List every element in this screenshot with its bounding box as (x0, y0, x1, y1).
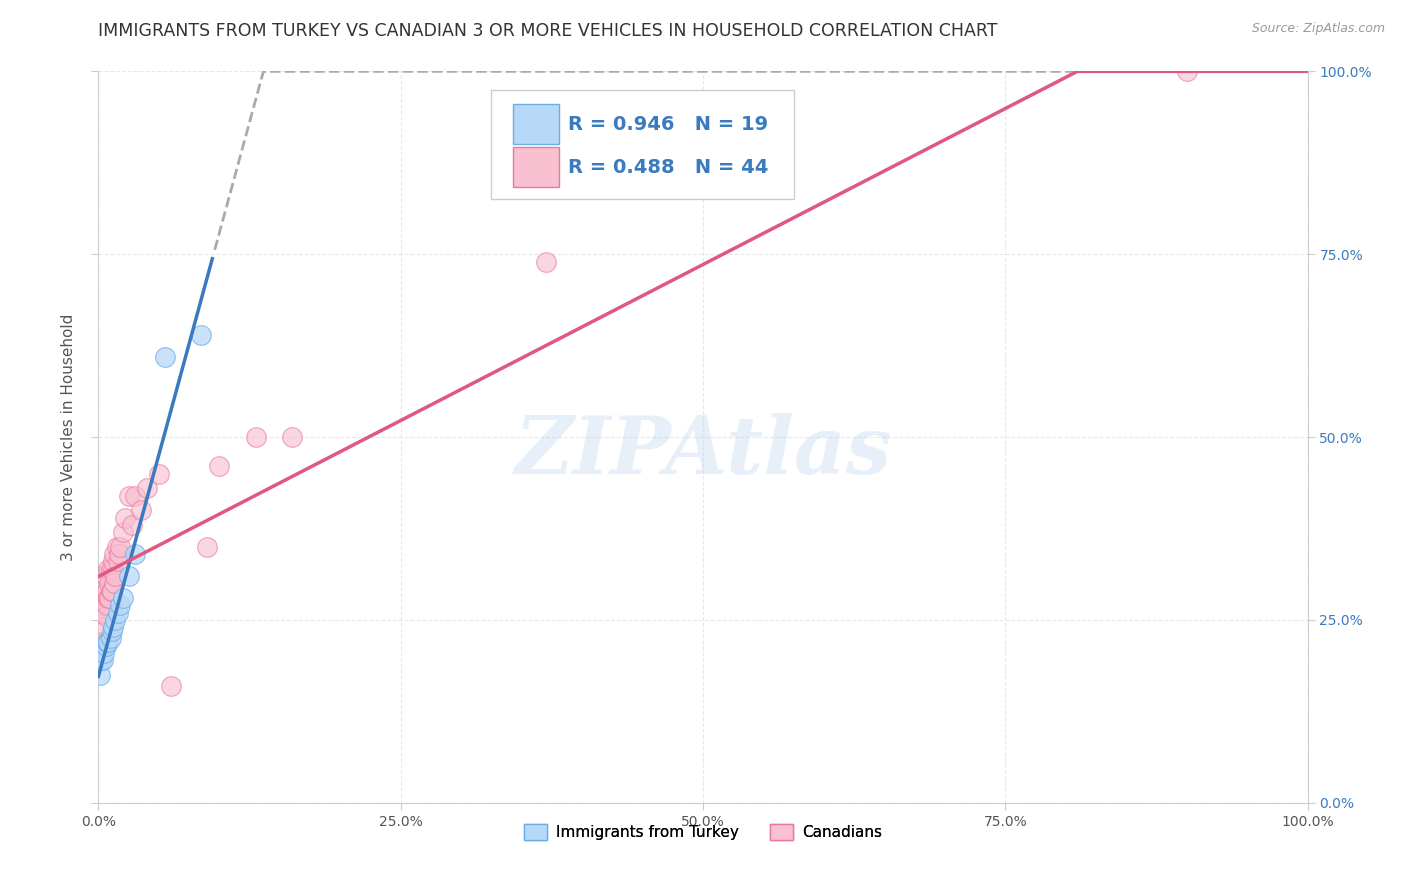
Legend: Immigrants from Turkey, Canadians: Immigrants from Turkey, Canadians (517, 818, 889, 847)
Text: IMMIGRANTS FROM TURKEY VS CANADIAN 3 OR MORE VEHICLES IN HOUSEHOLD CORRELATION C: IMMIGRANTS FROM TURKEY VS CANADIAN 3 OR … (98, 22, 998, 40)
Text: R = 0.946   N = 19: R = 0.946 N = 19 (568, 114, 768, 134)
Point (91, 583, 114, 598)
Point (93, 646, 115, 660)
FancyBboxPatch shape (492, 90, 793, 200)
Point (118, 489, 141, 503)
Point (91, 635, 114, 649)
FancyBboxPatch shape (513, 147, 560, 187)
FancyBboxPatch shape (513, 103, 560, 145)
Point (118, 569, 141, 583)
Point (148, 467, 170, 481)
Point (100, 562, 122, 576)
Point (91, 620, 114, 634)
Point (100, 583, 122, 598)
Point (534, 254, 557, 268)
Point (107, 554, 129, 568)
Point (98, 591, 121, 605)
Point (281, 430, 304, 444)
Point (101, 562, 124, 576)
Point (94, 569, 117, 583)
Text: R = 0.488   N = 44: R = 0.488 N = 44 (568, 158, 768, 177)
Point (108, 547, 131, 561)
Point (153, 350, 176, 364)
Point (108, 540, 131, 554)
Point (124, 489, 146, 503)
Point (96, 635, 118, 649)
Point (100, 583, 122, 598)
Point (89, 667, 111, 681)
Point (101, 620, 124, 634)
Text: ZIPAtlas: ZIPAtlas (515, 413, 891, 491)
Point (93, 576, 115, 591)
Point (103, 576, 125, 591)
Point (91, 569, 114, 583)
Point (94, 639, 117, 653)
Point (121, 517, 143, 532)
Point (208, 459, 231, 474)
Point (97, 635, 120, 649)
Point (107, 606, 129, 620)
Point (100, 624, 122, 638)
Point (111, 591, 134, 605)
Point (1175, 64, 1198, 78)
Point (101, 554, 124, 568)
Point (93, 606, 115, 620)
Point (90, 653, 112, 667)
Point (97, 591, 120, 605)
Point (245, 430, 267, 444)
Point (190, 327, 212, 342)
Point (98, 576, 121, 591)
Point (91, 653, 114, 667)
Point (124, 547, 146, 561)
Point (90, 583, 112, 598)
Point (111, 525, 134, 540)
Point (105, 540, 128, 554)
Point (96, 583, 118, 598)
Point (195, 540, 218, 554)
Point (129, 503, 152, 517)
Text: Source: ZipAtlas.com: Source: ZipAtlas.com (1251, 22, 1385, 36)
Point (160, 679, 183, 693)
Point (94, 609, 117, 624)
Point (89, 606, 111, 620)
Y-axis label: 3 or more Vehicles in Household: 3 or more Vehicles in Household (60, 313, 76, 561)
Point (90, 599, 112, 613)
Point (135, 481, 157, 495)
Point (91, 642, 114, 657)
Point (104, 569, 127, 583)
Point (103, 547, 125, 561)
Point (97, 562, 120, 576)
Point (108, 599, 131, 613)
Point (114, 510, 136, 524)
Point (96, 599, 118, 613)
Point (100, 632, 122, 646)
Point (104, 613, 127, 627)
